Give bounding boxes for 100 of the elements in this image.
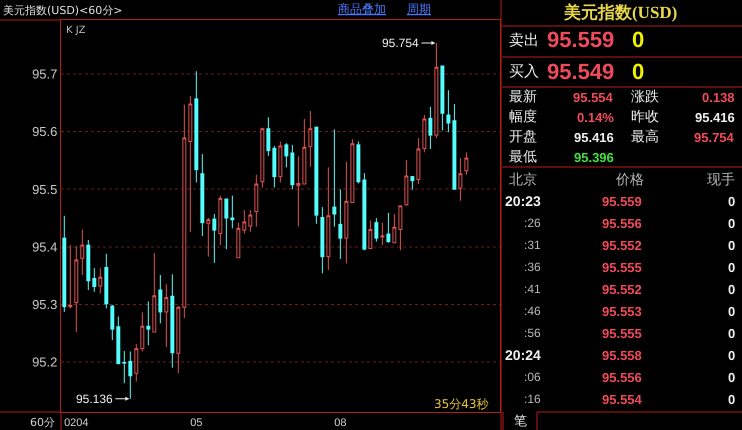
candlestick: [224, 198, 228, 250]
candlestick: [230, 195, 234, 229]
candlestick: [80, 229, 84, 276]
candlestick: [302, 118, 306, 185]
candlestick: [350, 138, 354, 204]
text: 95.554: [573, 90, 614, 105]
text: 0: [728, 392, 736, 407]
candlestick: [344, 161, 348, 264]
text: 0: [728, 216, 736, 231]
candlestick: [266, 116, 270, 156]
text: 幅度: [509, 109, 537, 125]
candlestick: [422, 114, 426, 153]
text: :06: [524, 370, 542, 384]
text: 0: [728, 260, 736, 275]
candlestick: [440, 66, 444, 132]
candlestick: [362, 172, 366, 251]
x-tick-label: 05: [190, 417, 202, 430]
text: 涨跌: [631, 89, 659, 105]
text: 0: [728, 304, 736, 319]
x-tick-label: 0204: [64, 417, 89, 430]
candlestick: [260, 127, 264, 188]
text: 0: [728, 326, 736, 341]
candlestick: [86, 239, 90, 290]
candlestick: [68, 244, 72, 309]
text: 价格: [615, 172, 644, 188]
candlestick: [170, 274, 174, 368]
candlestick: [242, 209, 246, 234]
text: 0: [728, 194, 736, 209]
text: 0: [632, 27, 644, 52]
candlestick: [416, 138, 420, 185]
text: 0: [728, 370, 736, 385]
text: 周期: [407, 2, 431, 16]
candlestick: [62, 215, 66, 312]
candlestick: [284, 142, 288, 168]
candlestick: [110, 304, 114, 341]
text: 95.556: [602, 216, 642, 231]
candlestick: [392, 213, 396, 244]
candlestick: [356, 140, 360, 184]
candlestick: [296, 156, 300, 228]
text: :26: [524, 216, 542, 230]
candlestick: [146, 300, 150, 346]
text: 95.559: [602, 194, 642, 209]
candlestick: [410, 175, 414, 190]
candlestick: [428, 106, 432, 150]
text: 95.396: [574, 150, 614, 165]
text: :16: [524, 392, 542, 406]
candlestick: [290, 144, 294, 190]
y-tick-label: 95.2: [32, 354, 58, 370]
y-tick-label: 95.3: [32, 296, 58, 312]
candlestick: [326, 166, 330, 270]
candlestick: [374, 218, 378, 242]
candlestick: [404, 159, 408, 206]
annotation: 35分43秒: [434, 397, 489, 411]
text: 95.754: [694, 130, 735, 145]
candlestick: [74, 246, 78, 332]
text: 95.552: [602, 282, 642, 297]
candlestick: [458, 158, 462, 202]
candlestick: [104, 253, 108, 309]
candlestick: [152, 252, 156, 332]
x-tick-label: 08: [334, 417, 346, 430]
text: :56: [524, 326, 542, 340]
text: 95.554: [602, 392, 643, 407]
chart-title: 美元指数(USD)<60分>: [3, 4, 123, 17]
annotation: K JZ: [66, 25, 86, 36]
text: 美元指数(USD): [563, 3, 678, 22]
text: 0: [728, 348, 736, 363]
text: 0.14%: [577, 110, 614, 125]
candlestick: [332, 128, 336, 228]
text: 95.553: [602, 304, 642, 319]
candlestick: [176, 306, 180, 374]
text: 95.416: [695, 110, 735, 125]
candlestick: [452, 104, 456, 190]
text: :46: [524, 304, 542, 318]
candlestick: [158, 274, 162, 324]
text: 0.138: [702, 90, 735, 105]
text: 开盘: [509, 129, 537, 145]
candlestick: [254, 174, 258, 228]
text: :41: [524, 282, 542, 296]
text: 0: [728, 238, 736, 253]
candlestick: [140, 312, 144, 352]
text: 95.555: [602, 260, 642, 275]
text: 0: [728, 282, 736, 297]
text: :31: [524, 238, 542, 252]
candlestick: [314, 126, 318, 224]
text: 95.556: [602, 370, 642, 385]
candlestick: [194, 70, 198, 183]
candlestick: [272, 146, 276, 188]
text: 昨收: [631, 109, 659, 125]
y-tick-label: 95.5: [32, 182, 58, 197]
candlestick: [308, 110, 312, 168]
y-tick-label: 95.4: [32, 239, 58, 254]
annotation: 95.136: [76, 392, 114, 406]
candlestick: [98, 268, 102, 294]
candlestick: [464, 152, 468, 176]
y-tick-label: 95.7: [32, 66, 58, 82]
text: 商品叠加: [338, 2, 386, 16]
text: 买入: [509, 62, 539, 80]
candlestick: [200, 154, 204, 236]
annotation: 95.754: [382, 36, 420, 50]
candlestick: [338, 188, 342, 260]
